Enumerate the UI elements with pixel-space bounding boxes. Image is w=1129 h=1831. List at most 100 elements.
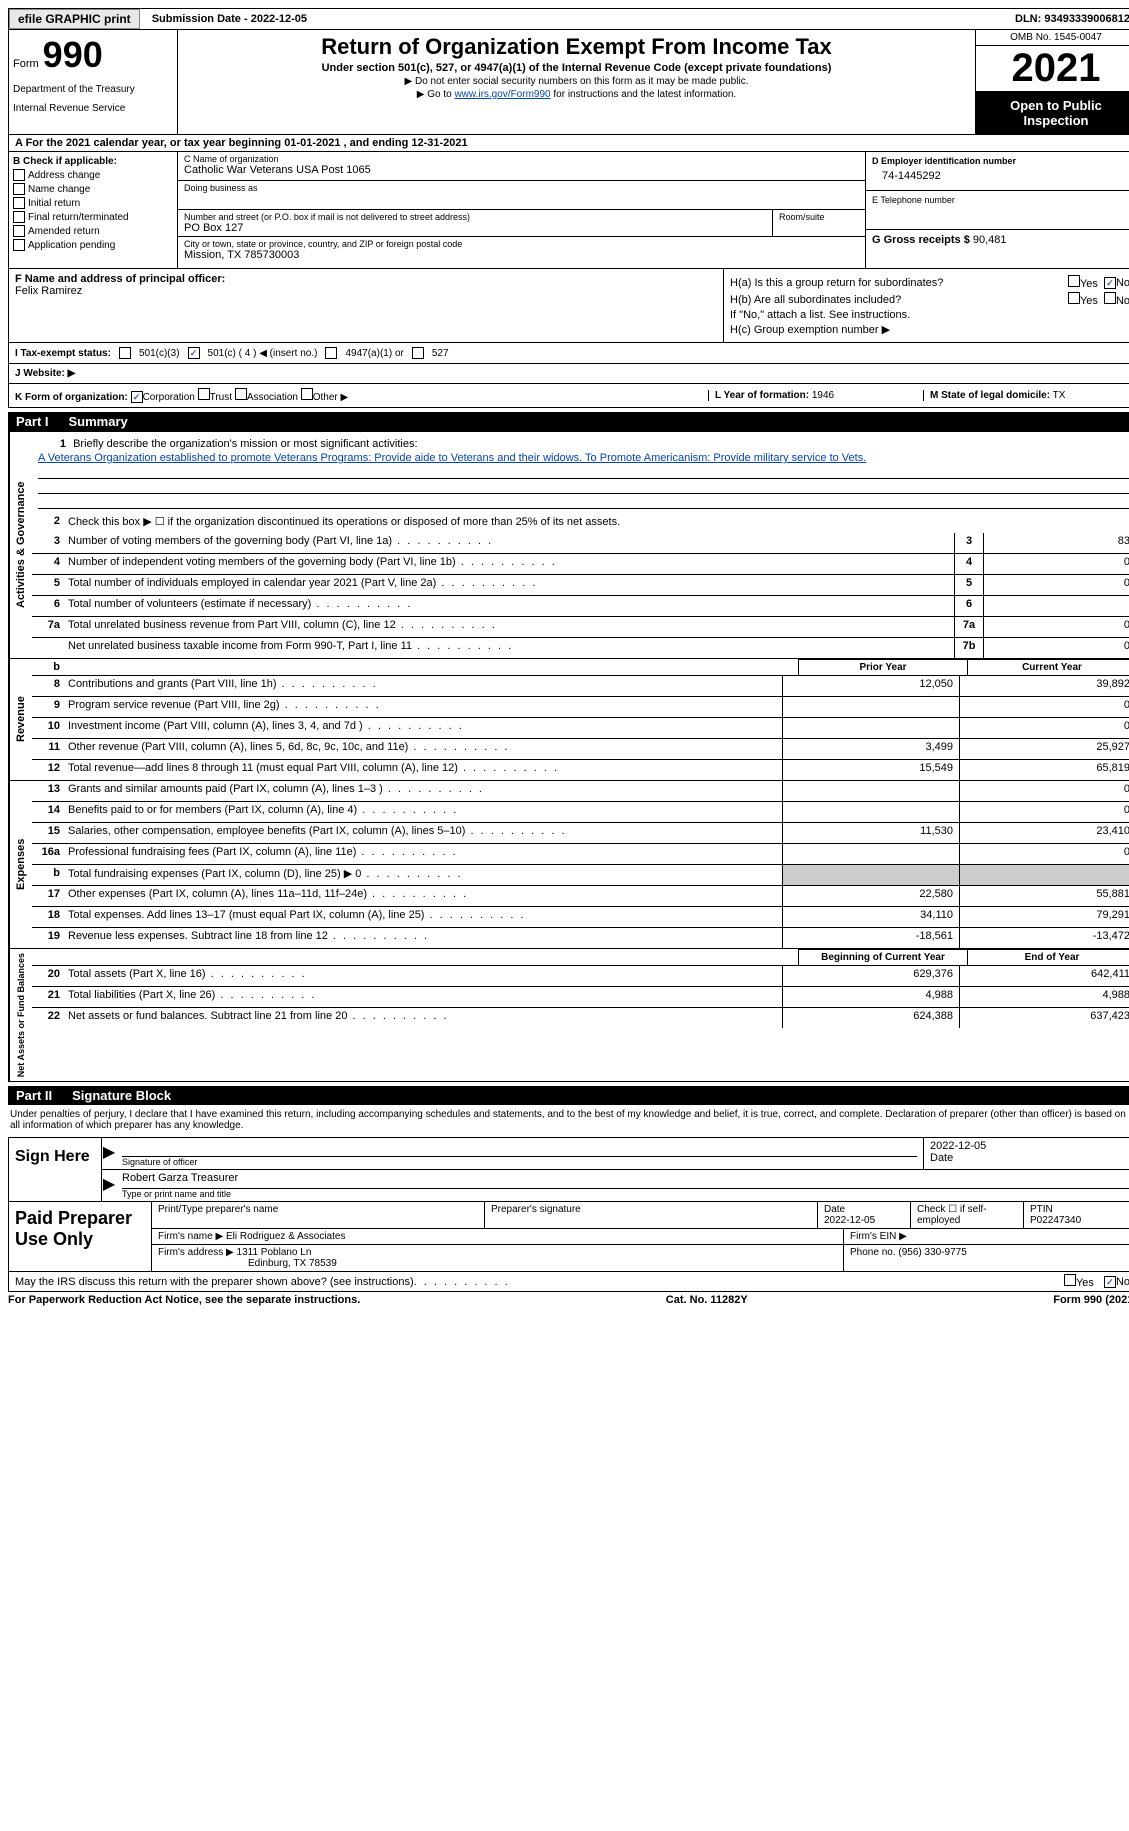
l-label: L Year of formation: — [715, 390, 809, 401]
efile-print-button[interactable]: efile GRAPHIC print — [9, 9, 140, 29]
note-ssn: ▶ Do not enter social security numbers o… — [182, 76, 971, 87]
cb-initial-return[interactable] — [13, 197, 25, 209]
netassets-grid: Net Assets or Fund Balances Beginning of… — [8, 949, 1129, 1082]
sign-block: Sign Here ▶ Signature of officer 2022-12… — [8, 1137, 1129, 1202]
tax-exempt-label: I Tax-exempt status: — [15, 348, 111, 359]
cb-527[interactable] — [412, 347, 424, 359]
current-year-header: Current Year — [967, 659, 1129, 676]
cb-hb-no[interactable] — [1104, 292, 1116, 304]
k-label: K Form of organization: — [15, 392, 128, 403]
lbl-no2: No — [1116, 295, 1129, 307]
main-info-grid: B Check if applicable: Address change Na… — [8, 152, 1129, 269]
lbl-527: 527 — [432, 348, 449, 359]
ptin-label: PTIN — [1030, 1204, 1129, 1215]
cb-ha-yes[interactable] — [1068, 275, 1080, 287]
firm-addr1: 1311 Poblano Ln — [237, 1247, 312, 1258]
irs-label: Internal Revenue Service — [13, 103, 173, 114]
hb-note: If "No," attach a list. See instructions… — [730, 309, 1129, 321]
cb-corp[interactable] — [131, 391, 143, 403]
cb-name-change[interactable] — [13, 183, 25, 195]
self-employed: Check ☐ if self-employed — [911, 1202, 1024, 1228]
table-row: 7aTotal unrelated business revenue from … — [32, 617, 1129, 638]
lbl-address-change: Address change — [28, 170, 100, 181]
dept-treasury: Department of the Treasury — [13, 84, 173, 95]
cb-assoc[interactable] — [235, 388, 247, 400]
line2-desc: Check this box ▶ ☐ if the organization d… — [64, 513, 1129, 533]
expenses-grid: Expenses 13Grants and similar amounts pa… — [8, 781, 1129, 949]
f-name: Felix Ramirez — [15, 285, 717, 297]
firm-addr-label: Firm's address ▶ — [158, 1247, 234, 1258]
lbl-yes2: Yes — [1080, 295, 1098, 307]
l-value: 1946 — [812, 390, 834, 401]
table-row: 9Program service revenue (Part VIII, lin… — [32, 697, 1129, 718]
firm-addr2: Edinburg, TX 78539 — [158, 1258, 337, 1269]
omb-number: OMB No. 1545-0047 — [976, 30, 1129, 46]
table-row: 18Total expenses. Add lines 13–17 (must … — [32, 907, 1129, 928]
ein-label: D Employer identification number — [872, 156, 1129, 166]
officer-name-label: Type or print name and title — [122, 1189, 1129, 1199]
prep-phone-label: Phone no. — [850, 1247, 896, 1258]
prep-date: 2022-12-05 — [824, 1215, 904, 1226]
discuss-no: No — [1116, 1276, 1129, 1288]
form-number: 990 — [43, 34, 103, 76]
ptin-value: P02247340 — [1030, 1215, 1129, 1226]
submission-date: Submission Date - 2022-12-05 — [146, 11, 313, 27]
table-row: 14Benefits paid to or for members (Part … — [32, 802, 1129, 823]
tax-exempt-row: I Tax-exempt status: 501(c)(3) 501(c) ( … — [8, 343, 1129, 364]
cb-other[interactable] — [301, 388, 313, 400]
cb-501c[interactable] — [188, 347, 200, 359]
dba-label: Doing business as — [184, 183, 859, 193]
mission-text: A Veterans Organization established to p… — [38, 452, 866, 464]
footer-right: Form 990 (2021) — [1053, 1294, 1129, 1306]
lbl-name-change: Name change — [28, 184, 90, 195]
line1-label: Briefly describe the organization's miss… — [73, 438, 417, 450]
section-b-label: B Check if applicable: — [13, 156, 173, 167]
lbl-app-pending: Application pending — [28, 240, 115, 251]
form-prefix: Form — [13, 58, 39, 70]
lbl-trust: Trust — [210, 392, 232, 403]
lbl-yes: Yes — [1080, 278, 1098, 290]
part1-title: Summary — [69, 414, 128, 429]
cb-501c3[interactable] — [119, 347, 131, 359]
irs-link[interactable]: www.irs.gov/Form990 — [454, 89, 550, 100]
cb-trust[interactable] — [198, 388, 210, 400]
officer-name: Robert Garza Treasurer — [122, 1172, 1129, 1189]
cb-hb-yes[interactable] — [1068, 292, 1080, 304]
sig-arrow-icon: ▶ — [102, 1138, 116, 1169]
cb-discuss-no[interactable] — [1104, 1276, 1116, 1288]
table-row: 19Revenue less expenses. Subtract line 1… — [32, 928, 1129, 948]
cb-amended[interactable] — [13, 225, 25, 237]
suite-label: Room/suite — [779, 212, 859, 222]
lbl-no: No — [1116, 277, 1129, 289]
addr-value: PO Box 127 — [184, 222, 766, 234]
cb-final-return[interactable] — [13, 211, 25, 223]
form-title: Return of Organization Exempt From Incom… — [182, 34, 971, 60]
part2-title: Signature Block — [72, 1088, 171, 1103]
goto-prefix: ▶ Go to — [417, 89, 455, 100]
cb-app-pending[interactable] — [13, 239, 25, 251]
cb-discuss-yes[interactable] — [1064, 1274, 1076, 1286]
firm-name: Eli Rodriguez & Associates — [226, 1231, 346, 1242]
footer-left: For Paperwork Reduction Act Notice, see … — [8, 1294, 360, 1306]
table-row: 21Total liabilities (Part X, line 26)4,9… — [32, 987, 1129, 1008]
table-row: 13Grants and similar amounts paid (Part … — [32, 781, 1129, 802]
addr-label: Number and street (or P.O. box if mail i… — [184, 212, 766, 222]
firm-ein-label: Firm's EIN ▶ — [844, 1229, 1129, 1244]
paid-preparer-label: Paid Preparer Use Only — [9, 1202, 152, 1271]
period-row: A For the 2021 calendar year, or tax yea… — [8, 135, 1129, 152]
note-goto: ▶ Go to www.irs.gov/Form990 for instruct… — [182, 89, 971, 100]
prep-sig-label: Preparer's signature — [491, 1204, 811, 1215]
cb-ha-no[interactable] — [1104, 277, 1116, 289]
cb-address-change[interactable] — [13, 169, 25, 181]
table-row: 22Net assets or fund balances. Subtract … — [32, 1008, 1129, 1028]
dln: DLN: 93493339006812 — [1009, 11, 1129, 27]
table-row: 8Contributions and grants (Part VIII, li… — [32, 676, 1129, 697]
lbl-501c3: 501(c)(3) — [139, 348, 180, 359]
part2-label: Part II — [16, 1088, 52, 1103]
form-subtitle: Under section 501(c), 527, or 4947(a)(1)… — [182, 62, 971, 74]
cb-4947[interactable] — [325, 347, 337, 359]
footer: For Paperwork Reduction Act Notice, see … — [8, 1292, 1129, 1308]
sig-arrow2-icon: ▶ — [102, 1170, 116, 1201]
lbl-assoc: Association — [247, 392, 298, 403]
city-label: City or town, state or province, country… — [184, 239, 859, 249]
